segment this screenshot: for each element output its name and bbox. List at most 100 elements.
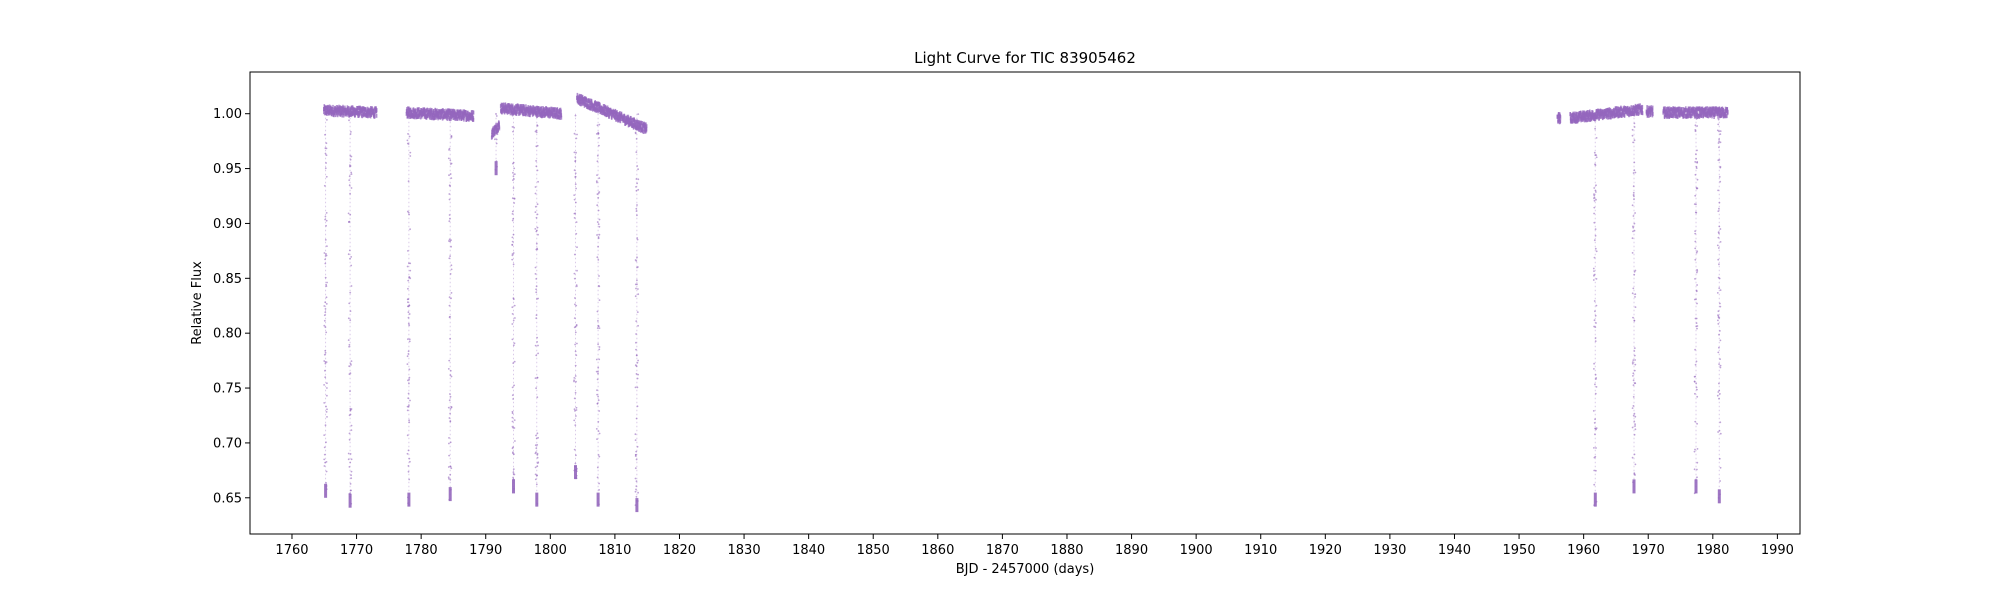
- flux-point: [513, 360, 516, 363]
- flux-point: [636, 386, 639, 389]
- flux-point: [415, 108, 417, 113]
- flux-point: [449, 369, 452, 372]
- flux-point: [1694, 161, 1697, 163]
- flux-point: [1634, 428, 1637, 431]
- flux-point: [636, 279, 638, 282]
- flux-point: [512, 175, 515, 178]
- flux-point: [1622, 112, 1624, 117]
- flux-point: [350, 489, 352, 492]
- flux-point: [1641, 111, 1644, 116]
- flux-point: [574, 303, 576, 306]
- flux-point: [597, 420, 600, 423]
- flux-point: [494, 130, 496, 135]
- flux-point: [595, 358, 598, 361]
- flux-point: [637, 266, 639, 268]
- eclipse-1: [323, 113, 328, 498]
- flux-point: [1695, 382, 1698, 385]
- flux-point: [1595, 322, 1597, 324]
- flux-point: [536, 213, 539, 216]
- flux-point: [407, 353, 410, 355]
- flux-point: [407, 180, 410, 183]
- flux-point: [375, 113, 378, 118]
- flux-point: [446, 116, 449, 121]
- flux-point: [448, 454, 450, 457]
- flux-point: [324, 276, 327, 279]
- flux-point: [551, 108, 553, 113]
- flux-point: [406, 452, 409, 455]
- flux-point: [511, 420, 514, 423]
- flux-point: [1717, 258, 1720, 261]
- flux-point: [1633, 270, 1636, 273]
- flux-point: [512, 446, 514, 449]
- flux-point: [324, 362, 327, 365]
- flux-point: [1696, 302, 1698, 305]
- flux-point: [1719, 339, 1722, 342]
- data-points: [323, 92, 1729, 513]
- flux-point: [1694, 106, 1696, 111]
- flux-point: [1634, 463, 1637, 466]
- flux-point: [513, 304, 516, 307]
- flux-point: [1633, 273, 1636, 276]
- flux-point: [1580, 110, 1582, 115]
- flux-point: [1699, 106, 1702, 111]
- flux-point: [512, 476, 514, 479]
- flux-point: [1576, 111, 1579, 116]
- flux-point: [1718, 108, 1720, 113]
- flux-point: [349, 408, 352, 411]
- flux-point: [596, 402, 599, 405]
- flux-point: [636, 165, 639, 167]
- flux-point: [575, 324, 578, 327]
- flux-point: [1579, 114, 1581, 119]
- flux-point: [372, 108, 375, 113]
- flux-point: [576, 269, 578, 272]
- flux-point: [512, 344, 515, 347]
- flux-point: [448, 304, 451, 307]
- flux-point: [1634, 293, 1637, 296]
- flux-point: [634, 120, 637, 124]
- flux-point: [597, 366, 600, 369]
- flux-point: [511, 323, 514, 325]
- flux-point: [511, 114, 514, 117]
- flux-point: [534, 186, 537, 188]
- flux-point: [575, 380, 577, 383]
- flux-point: [1718, 201, 1721, 204]
- flux-point: [341, 113, 343, 118]
- x-tick-label: 1890: [1115, 543, 1148, 558]
- flux-point: [574, 462, 577, 465]
- flux-point: [448, 399, 451, 402]
- flux-point: [527, 105, 529, 110]
- flux-point: [349, 453, 352, 455]
- eclipse-bottom: [1717, 489, 1721, 504]
- flux-point: [512, 473, 515, 475]
- flux-segment-5: [576, 92, 648, 134]
- flux-point: [1632, 384, 1635, 386]
- flux-point: [598, 191, 601, 193]
- flux-point: [598, 123, 601, 126]
- flux-point: [450, 297, 452, 300]
- flux-point: [496, 133, 499, 136]
- flux-point: [1717, 189, 1719, 192]
- flux-point: [324, 167, 327, 170]
- flux-point: [597, 107, 600, 112]
- flux-point: [1695, 298, 1697, 301]
- flux-point: [1720, 111, 1722, 115]
- eclipse-bottom: [1632, 479, 1636, 494]
- flux-point: [1632, 405, 1635, 407]
- flux-point: [1711, 114, 1713, 119]
- x-tick-label: 1800: [534, 543, 567, 558]
- flux-point: [512, 398, 514, 400]
- flux-point: [1634, 212, 1636, 214]
- flux-point: [448, 296, 451, 298]
- flux-point: [513, 167, 516, 170]
- flux-point: [325, 285, 328, 288]
- flux-point: [535, 434, 537, 437]
- flux-point: [1632, 185, 1635, 188]
- flux-point: [537, 113, 540, 117]
- flux-point: [336, 105, 339, 110]
- flux-point: [1595, 427, 1598, 429]
- flux-point: [509, 111, 512, 116]
- flux-point: [407, 449, 410, 452]
- flux-point: [550, 106, 552, 111]
- flux-point: [636, 238, 639, 241]
